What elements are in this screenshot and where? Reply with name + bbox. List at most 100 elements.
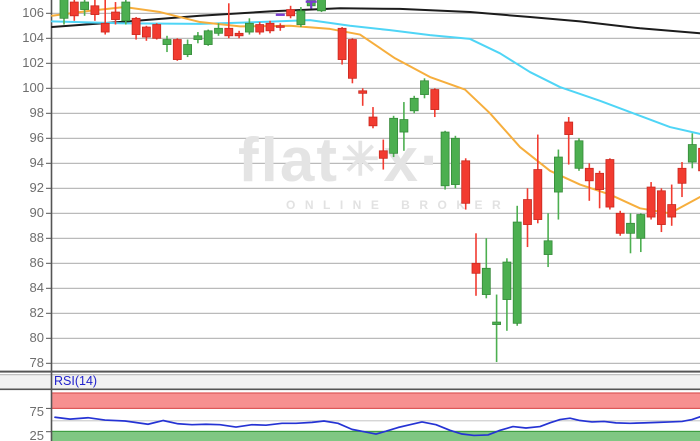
price-gridline	[52, 37, 700, 39]
candle-down	[358, 88, 368, 106]
price-panel-bottom-border	[0, 370, 700, 373]
candle-up	[543, 213, 553, 268]
candle-up	[193, 32, 203, 44]
candle-down	[667, 184, 677, 226]
wm-dot: ·	[420, 126, 443, 195]
axis-tick	[46, 112, 52, 114]
price-gridline	[52, 62, 700, 64]
candle-up	[502, 258, 512, 331]
candle-down	[111, 2, 120, 25]
price-gridline	[52, 262, 700, 264]
moving-averages-layer	[51, 6, 700, 215]
panel-gap	[0, 375, 700, 389]
price-gridline	[52, 162, 700, 164]
candle-down	[698, 147, 700, 172]
candle-down	[605, 158, 615, 210]
candle-down	[275, 23, 285, 31]
rsi-oversold-band	[52, 431, 700, 441]
price-axis-label: 84	[29, 280, 44, 296]
candle-up	[554, 149, 563, 220]
candle-up	[626, 213, 635, 254]
ma-mid-cyan	[51, 19, 700, 135]
price-gridline	[52, 87, 700, 89]
axis-tick	[46, 262, 52, 264]
price-axis-label: 82	[29, 305, 44, 321]
event-marker-flag	[310, 2, 313, 9]
axis-tick	[46, 287, 52, 289]
candle-up	[399, 102, 409, 151]
event-markers-layer	[275, 0, 317, 16]
axis-tick	[46, 312, 52, 314]
ma-long-black	[51, 7, 700, 35]
candle-down	[595, 170, 604, 209]
candle-down	[471, 233, 481, 296]
rsi-panel-top-border	[0, 388, 700, 391]
price-axis-label: 92	[29, 180, 44, 196]
price-gridline	[52, 237, 700, 239]
candle-down	[584, 163, 594, 201]
watermark-subtitle: ONLINE BROKER	[286, 198, 511, 212]
wm-prefix: flat	[238, 126, 339, 195]
candle-up	[317, 0, 326, 13]
candles-layer	[59, 0, 700, 363]
rsi-overbought-band	[52, 393, 700, 409]
candle-down	[234, 30, 244, 39]
candle-down	[646, 182, 656, 220]
price-gridline	[52, 337, 700, 339]
candle-up	[121, 0, 131, 25]
candle-up	[574, 138, 584, 171]
ma-short-orange	[51, 6, 700, 215]
price-axis-label: 100	[22, 80, 44, 96]
price-gridline	[52, 137, 700, 139]
price-axis-label: 90	[29, 205, 44, 221]
candle-down	[141, 25, 151, 41]
candle-down	[347, 38, 357, 84]
candle-up	[450, 135, 460, 189]
candle-down	[368, 107, 378, 129]
price-gridline	[52, 312, 700, 314]
candle-up	[420, 78, 429, 99]
rsi-midline	[52, 420, 700, 422]
price-gridline	[52, 287, 700, 289]
price-axis-label: 104	[22, 30, 44, 46]
rsi-oversold-band-border	[52, 430, 700, 432]
candle-down	[677, 162, 687, 198]
candle-down	[224, 3, 234, 39]
axis-tick	[46, 137, 52, 139]
candle-up	[203, 29, 213, 46]
candle-down	[523, 188, 532, 248]
price-axis-label: 96	[29, 130, 44, 146]
price-axis-label: 88	[29, 230, 44, 246]
price-axis-label: 102	[22, 55, 44, 71]
rsi-overbought-band-border	[52, 392, 700, 394]
axis-tick	[46, 407, 52, 409]
price-axis-label: 106	[22, 5, 44, 21]
candle-down	[337, 27, 347, 65]
candle-down	[615, 210, 625, 236]
candle-down	[286, 5, 296, 19]
candle-down	[255, 22, 265, 35]
candle-down	[69, 0, 79, 21]
candle-down	[265, 20, 275, 34]
price-gridline	[52, 362, 700, 364]
candle-up	[244, 18, 254, 35]
candle-up	[183, 39, 193, 58]
flatex-logo-star-icon: ✳	[341, 133, 382, 185]
price-axis-label: 78	[29, 355, 44, 371]
axis-tick	[46, 87, 52, 89]
candle-down	[430, 88, 440, 118]
price-gridline	[52, 212, 700, 214]
axis-tick	[46, 431, 52, 433]
price-axis-label: 80	[29, 330, 44, 346]
candle-up	[80, 0, 89, 16]
candle-up	[492, 294, 502, 363]
axis-tick	[46, 362, 52, 364]
price-axis-label: 86	[29, 255, 44, 271]
candle-up	[481, 238, 491, 299]
axis-tick	[46, 187, 52, 189]
event-marker-dash	[275, 13, 285, 16]
rsi-layer	[54, 415, 700, 437]
